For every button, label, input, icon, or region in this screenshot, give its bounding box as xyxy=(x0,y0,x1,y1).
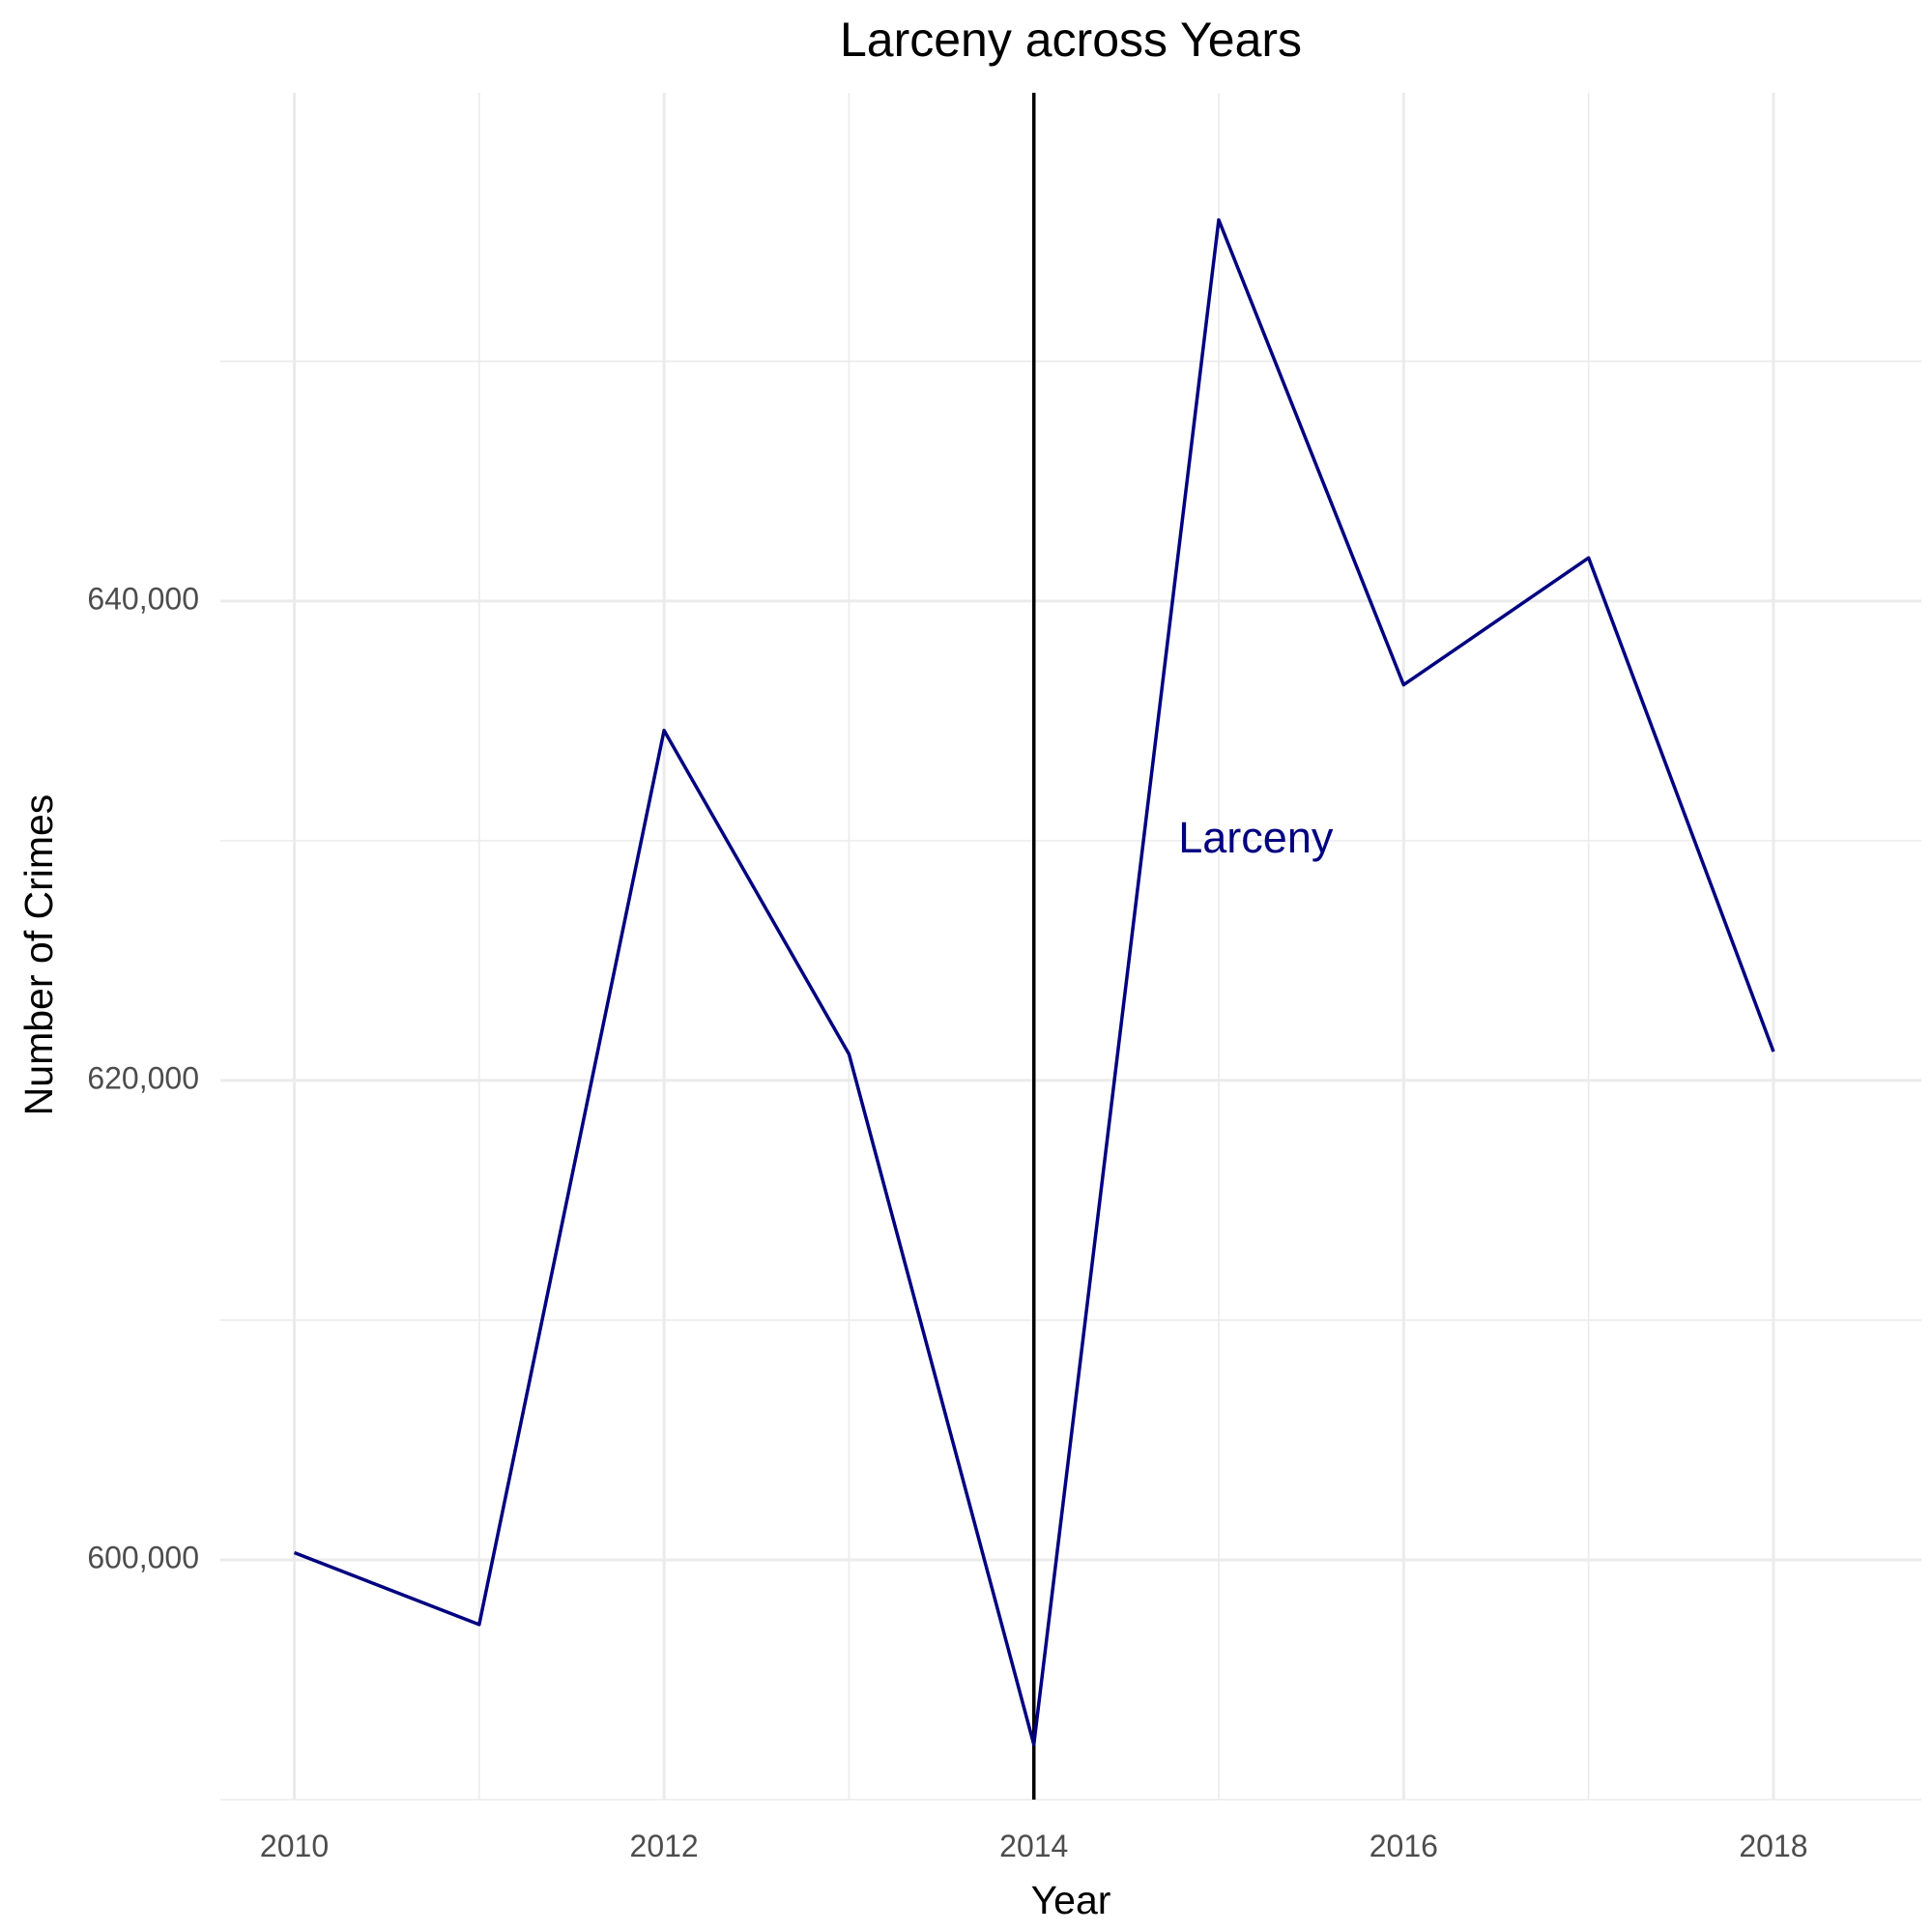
x-axis-title: Year xyxy=(1031,1878,1111,1922)
x-tick-label: 2014 xyxy=(999,1829,1068,1863)
y-axis-title: Number of Crimes xyxy=(16,794,61,1116)
grid-lines xyxy=(220,93,1921,1801)
chart-title: Larceny across Years xyxy=(840,13,1302,67)
x-tick-label: 2010 xyxy=(260,1829,329,1863)
y-tick-label: 640,000 xyxy=(87,581,199,616)
x-axis-ticks: 2010 2012 2014 2016 2018 xyxy=(260,1829,1808,1863)
y-tick-label: 600,000 xyxy=(87,1540,199,1574)
series-layer xyxy=(293,217,1775,1746)
series-annotation: Larceny xyxy=(1178,813,1334,862)
y-tick-label: 620,000 xyxy=(87,1060,199,1095)
x-tick-label: 2012 xyxy=(630,1829,699,1863)
x-tick-label: 2018 xyxy=(1739,1829,1807,1863)
x-tick-label: 2016 xyxy=(1370,1829,1438,1863)
y-axis-ticks: 600,000 620,000 640,000 xyxy=(87,581,199,1574)
series-line xyxy=(293,217,1775,1746)
